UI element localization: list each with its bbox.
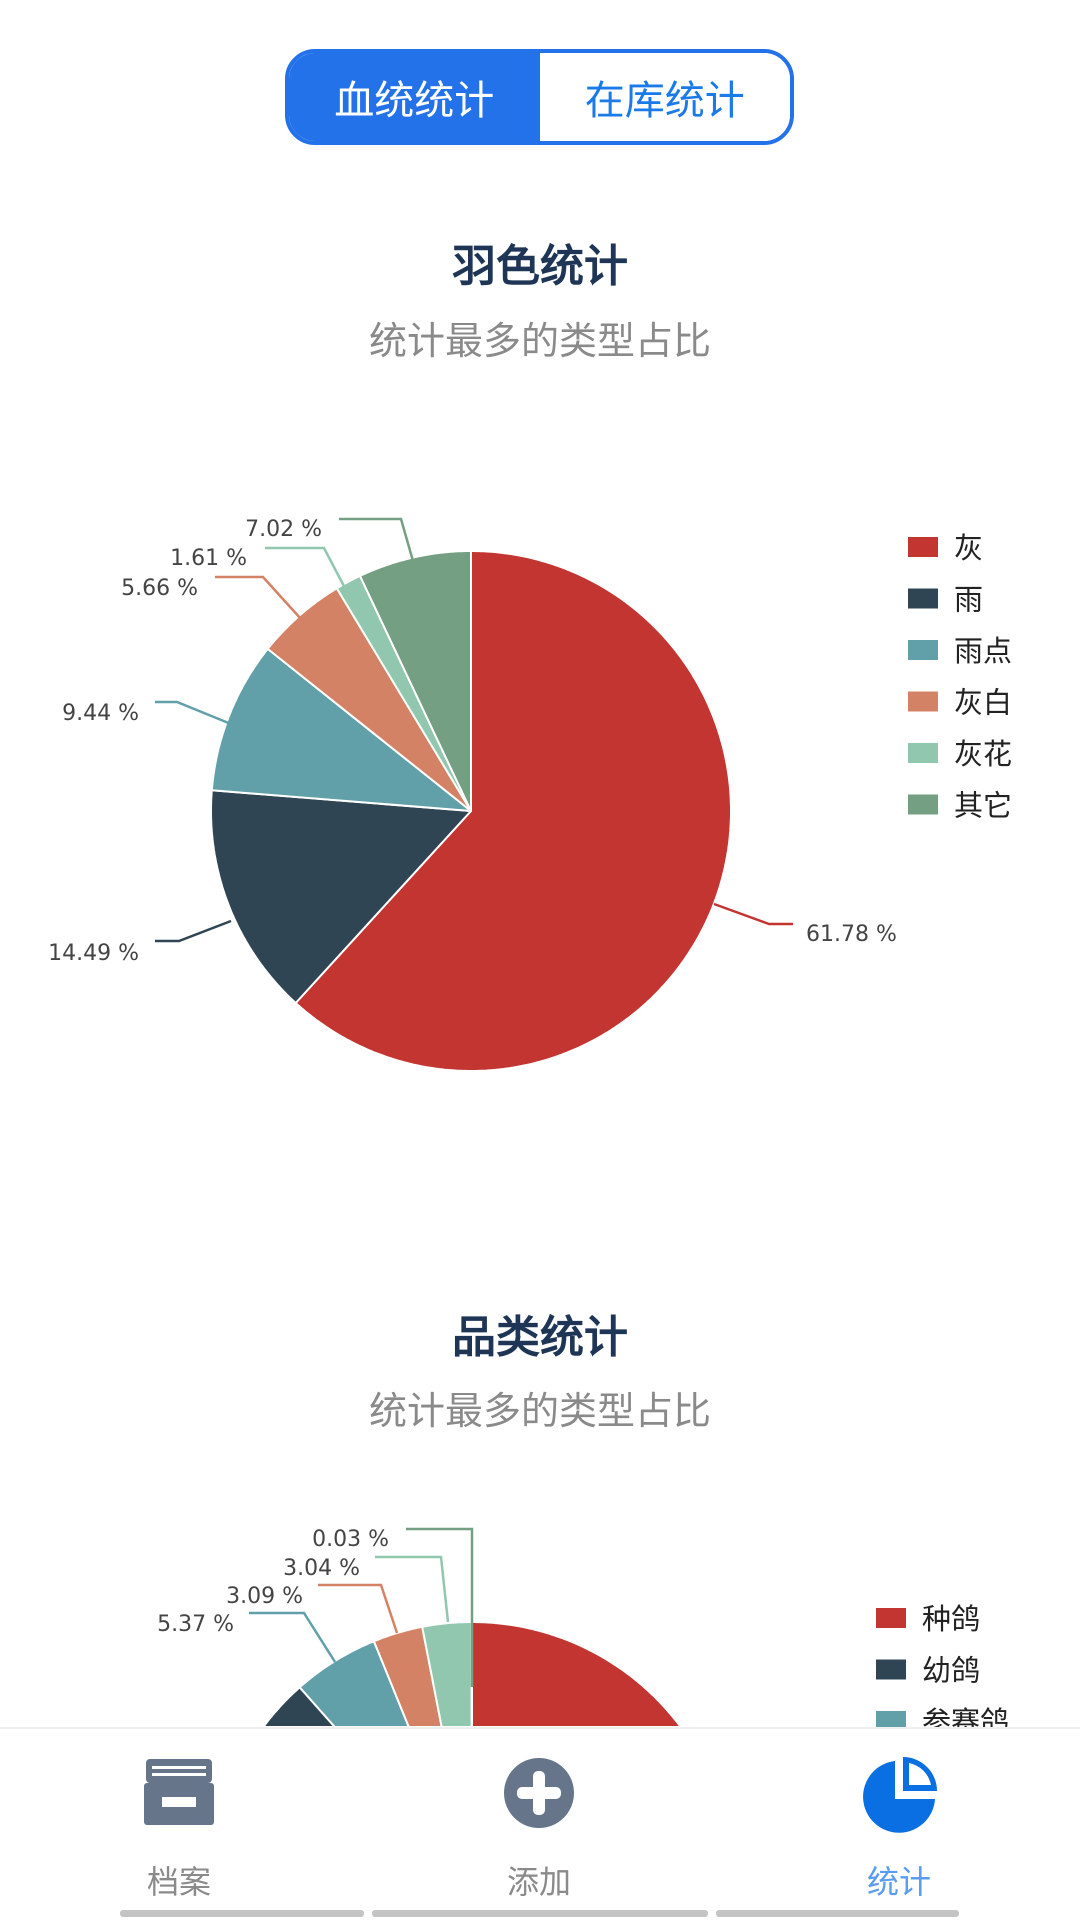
pie-slice — [471, 1621, 682, 1728]
nav-item-add[interactable]: 添加 — [439, 1729, 639, 1919]
data-label: 7.02 % — [245, 517, 322, 542]
data-label: 1.61 % — [170, 546, 247, 571]
tab-pedigree-stats[interactable]: 血统统计 — [289, 53, 540, 141]
label-line — [215, 575, 302, 620]
chart-2-title: 品类统计 — [452, 1312, 628, 1363]
label-line — [339, 517, 415, 562]
chart-1-subtitle: 统计最多的类型占比 — [368, 319, 711, 363]
data-label: 9.44 % — [62, 701, 139, 726]
legend-label: 参赛鸽 — [922, 1705, 1009, 1728]
legend-label: 其它 — [954, 789, 1012, 823]
legend-swatch — [908, 743, 938, 763]
archive-icon — [144, 1759, 214, 1825]
chart-1-title: 羽色统计 — [452, 241, 628, 292]
legend-label: 雨 — [954, 583, 983, 617]
pie-slice — [372, 1625, 443, 1728]
pie-slice — [421, 1621, 473, 1728]
home-indicator-segment — [372, 1910, 708, 1917]
pie-slice — [359, 550, 472, 812]
label-line — [713, 902, 793, 926]
label-line — [375, 1555, 450, 1623]
pie-slice — [294, 550, 732, 1072]
chart-2-subtitle: 统计最多的类型占比 — [368, 1389, 711, 1433]
pie-slice — [210, 789, 472, 1004]
pie-slice — [298, 1640, 410, 1728]
label-line — [406, 1527, 474, 1687]
legend-label: 灰白 — [954, 686, 1012, 720]
feather-color-pie-chart: 61.78 %14.49 %9.44 %5.66 %1.61 %7.02 %灰雨… — [48, 517, 1012, 1072]
pie-slice — [335, 574, 472, 812]
legend-label: 幼鸽 — [922, 1654, 980, 1688]
data-label: 0.03 % — [312, 1527, 389, 1552]
legend-swatch — [908, 640, 938, 660]
stats-type-toggle: 血统统计 在库统计 — [285, 49, 794, 145]
nav-label-archive: 档案 — [146, 1863, 211, 1901]
legend-swatch — [876, 1711, 906, 1727]
tab-inventory-stats[interactable]: 在库统计 — [539, 53, 790, 141]
pie-slice — [210, 647, 472, 812]
nav-label-stats: 统计 — [866, 1863, 931, 1901]
nav-item-archive[interactable]: 档案 — [79, 1729, 279, 1919]
home-indicator-segment — [716, 1910, 959, 1917]
legend-label: 灰花 — [954, 737, 1012, 771]
label-line — [318, 1583, 399, 1634]
data-label: 3.04 % — [283, 1556, 360, 1581]
legend-swatch — [876, 1608, 906, 1628]
data-label: 5.37 % — [157, 1612, 234, 1637]
legend-swatch — [908, 794, 938, 815]
pie-slice — [262, 1686, 336, 1728]
data-label: 5.66 % — [121, 576, 198, 601]
plus-circle-icon — [504, 1758, 574, 1828]
nav-item-stats[interactable]: 统计 — [799, 1729, 999, 1919]
data-label: 61.78 % — [806, 922, 897, 947]
home-indicator-segment — [120, 1910, 364, 1917]
data-label: 3.09 % — [226, 1584, 303, 1609]
legend-swatch — [876, 1659, 906, 1680]
legend-label: 雨点 — [954, 634, 1012, 668]
label-line — [249, 1611, 337, 1663]
legend-label: 种鸽 — [922, 1602, 980, 1636]
legend-label: 灰 — [954, 531, 983, 565]
legend-swatch — [908, 691, 938, 712]
data-label: 14.49 % — [48, 941, 139, 966]
nav-label-add: 添加 — [506, 1863, 571, 1901]
label-line — [155, 700, 232, 726]
label-line — [265, 546, 348, 591]
pie-chart-icon — [863, 1757, 937, 1833]
label-line — [155, 919, 232, 943]
bottom-nav: 档案 添加 统计 — [0, 1727, 1080, 1920]
legend-swatch — [908, 537, 938, 557]
legend-swatch — [908, 588, 938, 609]
